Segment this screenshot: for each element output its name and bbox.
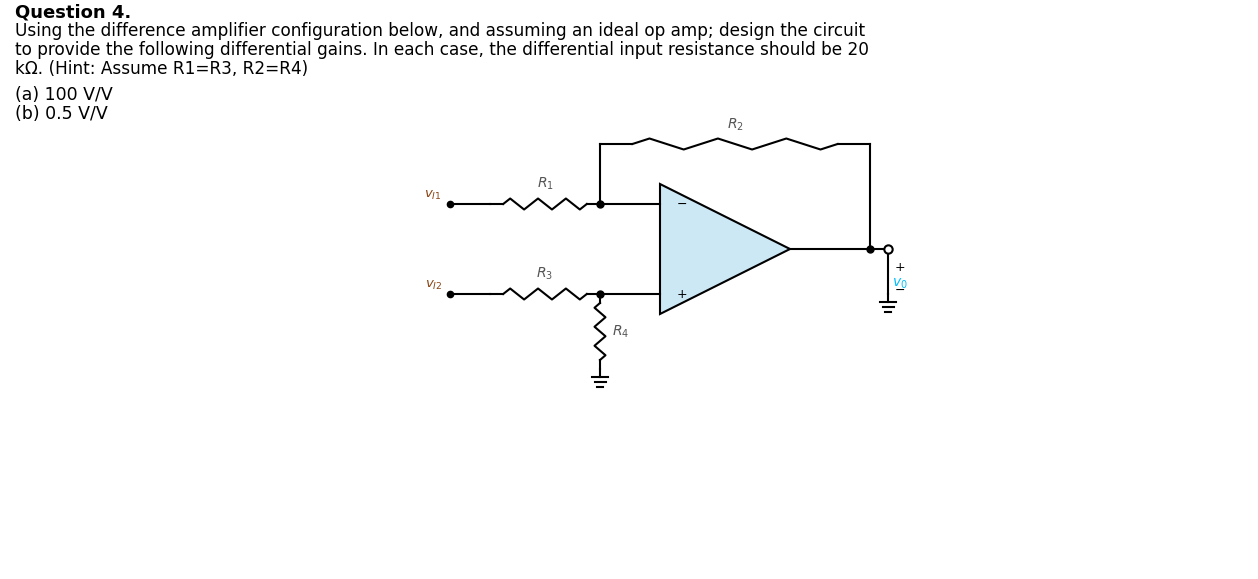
Text: (b) 0.5 V/V: (b) 0.5 V/V (15, 105, 108, 123)
Text: (a) 100 V/V: (a) 100 V/V (15, 86, 113, 104)
Text: $v_{I2}$: $v_{I2}$ (424, 279, 442, 292)
Text: to provide the following differential gains. In each case, the differential inpu: to provide the following differential ga… (15, 41, 869, 59)
Text: kΩ. (Hint: Assume R1=R3, R2=R4): kΩ. (Hint: Assume R1=R3, R2=R4) (15, 60, 308, 78)
Text: +: + (894, 261, 906, 274)
Polygon shape (660, 184, 790, 314)
Text: −: − (677, 197, 687, 211)
Text: $R_2$: $R_2$ (727, 116, 743, 133)
Text: Question 4.: Question 4. (15, 4, 131, 22)
Text: −: − (894, 284, 906, 297)
Text: Using the difference amplifier configuration below, and assuming an ideal op amp: Using the difference amplifier configura… (15, 22, 866, 40)
Text: +: + (677, 288, 687, 301)
Text: $v_{I1}$: $v_{I1}$ (424, 189, 442, 202)
Text: $R_1$: $R_1$ (537, 175, 554, 192)
Text: $R_3$: $R_3$ (536, 266, 554, 282)
Text: $R_4$: $R_4$ (611, 323, 629, 340)
Text: $v_0$: $v_0$ (892, 277, 908, 291)
